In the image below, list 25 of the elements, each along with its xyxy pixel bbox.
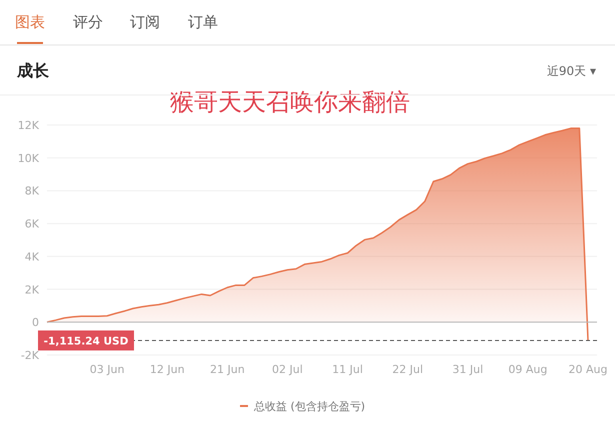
x-tick-label: 31 Jul [452, 363, 484, 376]
x-tick-label: 11 Jul [332, 363, 363, 376]
text: 评分 [73, 13, 103, 31]
text: 近90天 ▾ [546, 64, 596, 78]
y-tick-label: 2K [24, 283, 40, 296]
x-tick-label: 02 Jul [272, 363, 303, 376]
y-tick-label: 4K [24, 250, 40, 264]
x-tick-label: 12 Jun [150, 363, 185, 376]
legend-label: 总收益 (包含持仓盈亏) [253, 400, 366, 413]
text: 图表 [15, 13, 45, 31]
y-tick-label: -2K [20, 349, 40, 362]
y-tick-label: 0 [32, 316, 39, 330]
y-tick-label: 12K [18, 119, 40, 132]
y-tick-label: 8K [24, 184, 40, 198]
ref-line-label: -1,115.24 USD [44, 335, 129, 348]
x-tick-label: 21 Jun [210, 363, 245, 376]
y-tick-label: 10K [18, 152, 40, 165]
x-tick-label: 20 Aug [568, 363, 608, 376]
text: 订阅 [130, 13, 160, 31]
x-tick-label: 09 Aug [508, 363, 548, 376]
x-tick-label: 03 Jun [90, 363, 124, 376]
chart-title: 成长 [16, 61, 50, 80]
x-tick-label: 22 Jul [392, 363, 424, 376]
y-tick-label: 6K [24, 218, 40, 231]
text: 订单 [188, 13, 218, 31]
